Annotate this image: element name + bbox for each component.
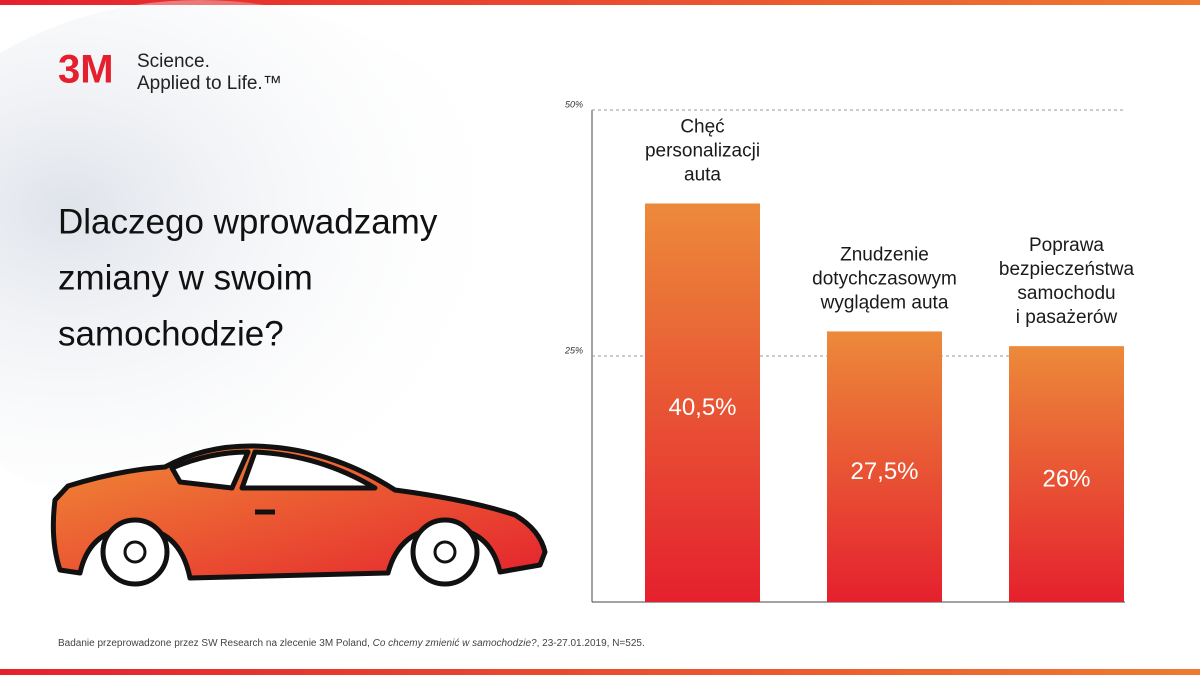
category-label: dotychczasowym: [812, 268, 957, 289]
title-line: zmiany w swoim: [58, 258, 313, 297]
category-label: auta: [684, 164, 721, 185]
category-label: Poprawa: [1029, 235, 1104, 256]
footnote-text: Badanie przeprowadzone przez SW Research…: [58, 638, 373, 649]
category-label: Chęć: [680, 116, 724, 137]
logo-mark: 3M: [58, 48, 114, 92]
category-label: Znudzenie: [840, 244, 929, 265]
category-label: samochodu: [1017, 283, 1115, 304]
title-line: samochodzie?: [58, 314, 284, 353]
category-label: wyglądem auta: [820, 292, 949, 313]
category-label: bezpieczeństwa: [999, 259, 1135, 280]
y-tick-label: 25%: [564, 345, 583, 355]
bar: [1009, 346, 1124, 602]
value-label: 40,5%: [668, 394, 736, 421]
category-label: personalizacji: [645, 140, 760, 161]
footnote-details: , 23-27.01.2019, N=525.: [537, 638, 645, 649]
value-label: 26%: [1042, 465, 1090, 492]
logo-line: Applied to Life.™: [137, 73, 282, 94]
logo-line: Science.: [137, 51, 210, 72]
bar: [827, 331, 942, 602]
bar: [645, 203, 760, 603]
footnote: Badanie przeprowadzone przez SW Research…: [58, 638, 645, 649]
category-label: i pasażerów: [1016, 307, 1118, 328]
footnote-source: Co chcemy zmienić w samochodzie?: [373, 638, 537, 649]
title-line: Dlaczego wprowadzamy: [58, 202, 438, 241]
value-label: 27,5%: [850, 458, 918, 485]
y-tick-label: 50%: [565, 99, 583, 109]
chart-title: Dlaczego wprowadzamy zmiany w swoim samoch…: [58, 202, 438, 353]
top-stripe: [0, 0, 1200, 5]
background-photo: [0, 0, 530, 520]
car-illustration: [50, 443, 548, 587]
bottom-stripe: [0, 669, 1200, 675]
